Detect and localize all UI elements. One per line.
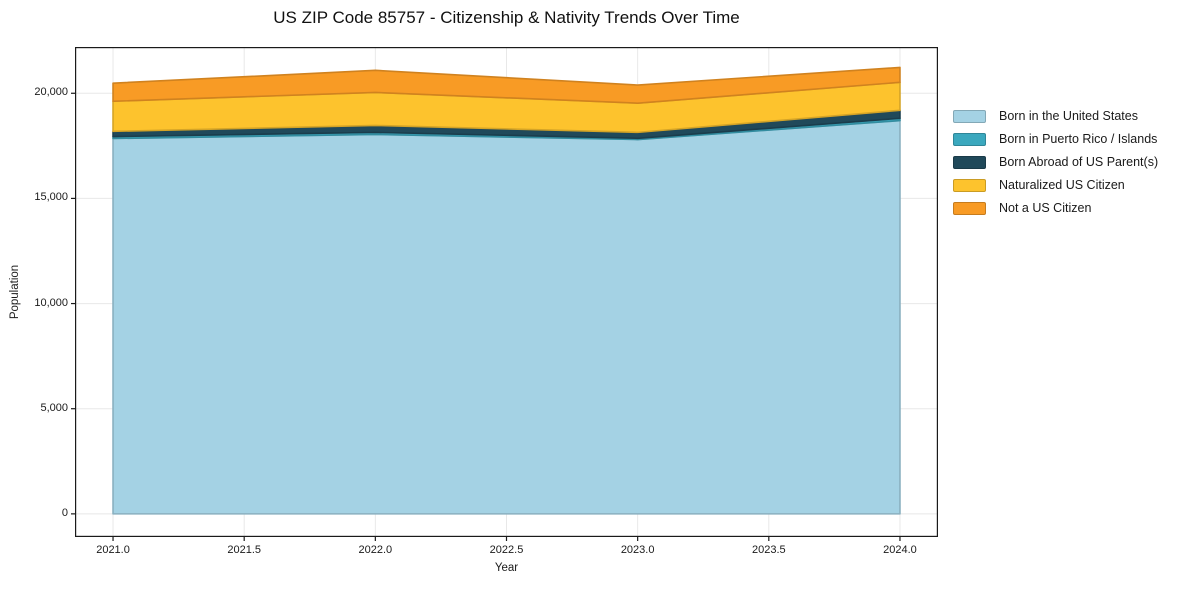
legend-item-3: Naturalized US Citizen: [953, 178, 1158, 192]
legend-swatch: [953, 178, 986, 192]
legend-swatch: [953, 201, 986, 215]
legend-label: Born Abroad of US Parent(s): [999, 155, 1159, 169]
y-tick-label: 0: [61, 506, 68, 519]
legend-label: Naturalized US Citizen: [999, 178, 1125, 192]
x-tick-label: 2021.0: [96, 544, 130, 556]
x-tick-label: 2021.5: [227, 544, 262, 556]
legend: Born in the United States Born in Puerto …: [953, 109, 1158, 215]
x-tick-label: 2022.0: [358, 544, 393, 556]
x-axis-label: Year: [494, 562, 519, 574]
chart-title: US ZIP Code 85757 - Citizenship & Nativi…: [273, 8, 740, 27]
x-tick-label: 2023.0: [620, 544, 655, 556]
legend-item-0: Born in the United States: [953, 109, 1158, 123]
legend-label: Born in Puerto Rico / Islands: [999, 132, 1158, 146]
legend-label: Born in the United States: [999, 109, 1138, 123]
legend-swatch: [953, 155, 986, 169]
x-tick-label: 2022.5: [489, 544, 524, 556]
legend-item-1: Born in Puerto Rico / Islands: [953, 132, 1158, 146]
legend-item-4: Not a US Citizen: [953, 201, 1158, 215]
x-tick-label: 2024.0: [883, 544, 917, 556]
stacked-areas: [112, 66, 901, 515]
plot-area: [71, 47, 938, 541]
legend-label: Not a US Citizen: [999, 201, 1092, 215]
y-tick-label: 10,000: [34, 296, 68, 309]
area-series-0: [112, 119, 901, 515]
tick-marks: [71, 92, 901, 541]
y-tick-label: 20,000: [34, 86, 68, 99]
y-tick-label: 15,000: [34, 191, 68, 204]
legend-swatch: [953, 132, 986, 146]
legend-swatch: [953, 109, 986, 123]
plot-border: [75, 47, 938, 537]
area-series-4: [112, 66, 901, 104]
x-tick-label: 2023.5: [751, 544, 786, 556]
y-axis-label: Population: [9, 264, 21, 320]
legend-item-2: Born Abroad of US Parent(s): [953, 155, 1158, 169]
y-tick-label: 5,000: [40, 401, 68, 414]
